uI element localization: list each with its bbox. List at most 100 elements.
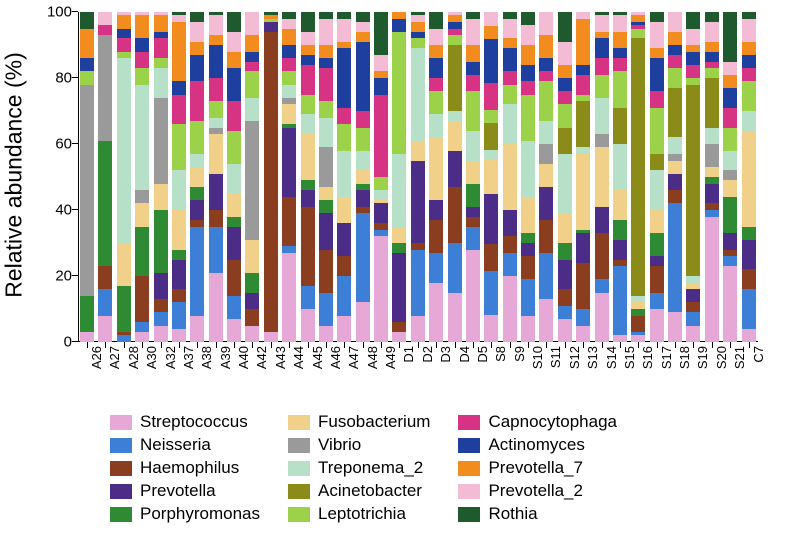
bar-segment	[668, 137, 682, 154]
bar-segment	[209, 134, 223, 174]
bar-segment	[539, 220, 553, 253]
bar-segment	[595, 147, 609, 206]
bar-segment	[429, 283, 443, 342]
xtick-label: S15	[622, 346, 637, 369]
bar-segment	[245, 273, 259, 293]
bar-segment	[742, 68, 756, 81]
bar-segment	[466, 131, 480, 161]
bar-segment	[337, 223, 351, 256]
bar-segment	[227, 164, 241, 194]
bar: A46	[319, 12, 333, 342]
bar-segment	[723, 75, 737, 88]
legend-item: Haemophilus	[110, 458, 260, 478]
bar-segment	[264, 332, 278, 342]
bar-segment	[264, 32, 278, 332]
bar-segment	[245, 71, 259, 97]
bar-segment	[190, 81, 204, 121]
bar-segment	[392, 253, 406, 322]
bar-segment	[356, 207, 370, 214]
bar: A27	[98, 12, 112, 342]
bar-segment	[650, 154, 664, 171]
bar-segment	[282, 45, 296, 58]
bar-segment	[484, 244, 498, 271]
bar-segment	[705, 22, 719, 42]
bar-segment	[356, 128, 370, 151]
bar-segment	[484, 26, 498, 39]
legend-item: Leptotrichia	[288, 504, 430, 524]
bar-segment	[319, 19, 333, 45]
bar-segment	[466, 227, 480, 250]
bar-segment	[245, 326, 259, 343]
xtick-label: A28	[126, 346, 141, 369]
bar-segment	[135, 332, 149, 342]
bar-segment	[576, 12, 590, 19]
ytick-label: 40	[40, 202, 72, 219]
bar-segment	[613, 266, 627, 335]
xtick-label: A37	[181, 346, 196, 369]
bar-segment	[521, 141, 535, 197]
bar: A32	[154, 12, 168, 342]
xtick-label: A43	[273, 346, 288, 369]
bar-segment	[539, 144, 553, 164]
bars-container: A26A27A28A30A32A37A38A39A40A42A43A44A45A…	[78, 12, 758, 342]
bar-segment	[245, 62, 259, 72]
bar-segment	[723, 170, 737, 180]
bar-segment	[595, 293, 609, 343]
bar-segment	[301, 180, 315, 190]
bar-segment	[723, 62, 737, 75]
bar-segment	[650, 91, 664, 108]
bar-segment	[742, 131, 756, 227]
bar-segment	[117, 15, 131, 28]
plot-area: 020406080100 A26A27A28A30A32A37A38A39A40…	[78, 12, 758, 342]
xtick-label: A44	[291, 346, 306, 369]
ytick-label: 100	[40, 4, 72, 21]
bar-segment	[558, 243, 572, 260]
bar-segment	[245, 35, 259, 52]
xtick-label: D2	[420, 346, 435, 363]
bar-segment	[319, 293, 333, 326]
legend-swatch	[458, 438, 480, 453]
bar-segment	[411, 15, 425, 22]
bar-segment	[705, 184, 719, 204]
bar-segment	[411, 22, 425, 32]
xtick-mark	[712, 342, 713, 348]
bar-segment	[337, 48, 351, 107]
bar: A48	[356, 12, 370, 342]
bar-segment	[282, 246, 296, 253]
bar-segment	[190, 200, 204, 220]
legend-label: Prevotella_2	[488, 481, 583, 501]
bar-segment	[392, 322, 406, 332]
bar-segment	[190, 167, 204, 187]
bar-segment	[613, 144, 627, 190]
xtick-label: A45	[310, 346, 325, 369]
bar-segment	[282, 19, 296, 29]
bar-segment	[356, 22, 370, 32]
xtick-mark	[179, 342, 180, 348]
bar-segment	[227, 131, 241, 164]
xtick-mark	[510, 342, 511, 348]
xtick-mark	[418, 342, 419, 348]
bar-segment	[135, 52, 149, 69]
bar-segment	[448, 35, 462, 45]
legend-item: Rothia	[458, 504, 617, 524]
bar-segment	[98, 316, 112, 342]
bar-segment	[595, 233, 609, 279]
bar-segment	[227, 260, 241, 296]
bar-segment	[448, 45, 462, 111]
bar-segment	[742, 240, 756, 270]
xtick-mark	[234, 342, 235, 348]
bar-segment	[705, 78, 719, 128]
bar-segment	[411, 161, 425, 244]
bar-segment	[190, 12, 204, 22]
bar-segment	[282, 85, 296, 98]
legend-swatch	[110, 507, 132, 522]
xtick-mark	[455, 342, 456, 348]
bar-segment	[448, 151, 462, 187]
bar-segment	[245, 12, 259, 35]
legend-swatch	[288, 484, 310, 499]
legend-label: Leptotrichia	[318, 504, 406, 524]
bar-segment	[631, 38, 645, 295]
xtick-label: A46	[328, 346, 343, 369]
xtick-mark	[528, 342, 529, 348]
bar-segment	[705, 62, 719, 69]
